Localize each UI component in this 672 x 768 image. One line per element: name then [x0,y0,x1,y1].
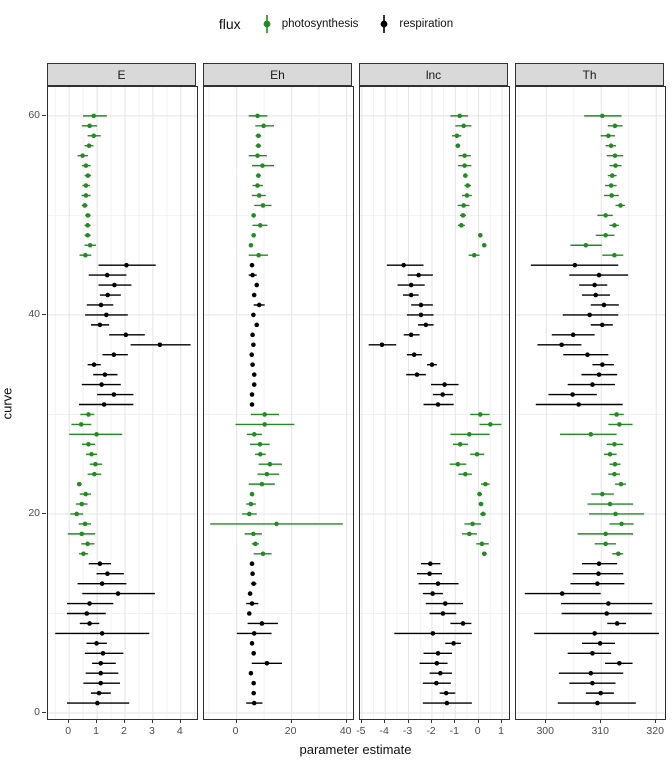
x-tick-label: 0 [232,725,239,737]
legend-item-respiration: respiration [376,13,453,35]
panel-Th [515,86,666,720]
facet-strip-label: lnc [425,67,442,82]
x-tick-label: 1 [498,725,504,737]
legend-item-label: respiration [399,18,454,30]
x-tick-mark [384,719,386,723]
y-axis-title: curve [0,387,15,420]
y-tick-mark [42,512,46,514]
legend-item-photosynthesis: photosynthesis [259,13,359,35]
x-tick-label: -5 [356,725,366,737]
x-tick-label: 1 [93,725,100,737]
x-tick-label: 0 [65,725,72,737]
x-tick-mark [96,719,98,723]
pointrange-key-icon [381,15,388,33]
x-tick-label: 2 [121,725,127,737]
x-tick-mark [545,719,547,723]
x-tick-label: -1 [449,725,459,737]
facet-strip-label: E [117,67,126,82]
x-tick-mark [407,719,409,723]
facet-strip-lnc: lnc [359,63,508,86]
x-tick-label: -3 [402,725,413,737]
y-tick-mark [42,114,46,116]
x-tick-mark [477,719,479,723]
panel-E [47,86,198,720]
facet-strip-label: Th [582,67,597,82]
x-tick-mark [360,719,362,723]
x-tick-label: 4 [176,725,183,737]
y-tick-label: 40 [28,307,40,320]
legend-title: flux [218,16,241,32]
x-axis-title: parameter estimate [299,742,412,757]
x-tick-mark [600,719,602,723]
x-tick-mark [345,719,347,723]
x-tick-mark [124,719,125,723]
legend: flux photosynthesis respiration [0,8,672,40]
x-tick-label: 320 [646,725,664,737]
y-tick-mark [42,313,46,315]
y-tick-label: 20 [28,506,40,519]
x-tick-label: 40 [339,725,352,737]
x-tick-label: 0 [474,725,481,737]
y-tick-label: 0 [34,706,40,719]
x-tick-label: 310 [591,725,609,737]
x-tick-mark [290,719,292,723]
x-tick-label: 20 [284,725,297,737]
x-tick-mark [454,719,456,723]
y-tick-label: 60 [28,108,40,121]
legend-item-label: photosynthesis [281,18,359,30]
facet-strip-E: E [47,63,196,86]
pointrange-key-icon [263,15,271,33]
x-tick-label: 300 [536,725,554,737]
panel-lnc [359,86,510,720]
x-tick-mark [430,719,432,723]
x-tick-mark [655,719,657,723]
x-tick-mark [179,719,181,723]
panel-Eh [203,86,354,720]
x-tick-mark [68,719,70,723]
x-tick-mark [151,719,153,723]
facet-strip-Eh: Eh [203,63,352,86]
x-tick-label: 3 [148,725,155,737]
x-tick-label: -4 [379,725,389,737]
x-tick-mark [235,719,237,723]
facet-strip-Th: Th [515,63,664,86]
y-tick-mark [42,712,46,714]
x-tick-label: -2 [426,725,436,737]
facet-strip-label: Eh [270,67,285,82]
x-tick-mark [500,719,502,723]
